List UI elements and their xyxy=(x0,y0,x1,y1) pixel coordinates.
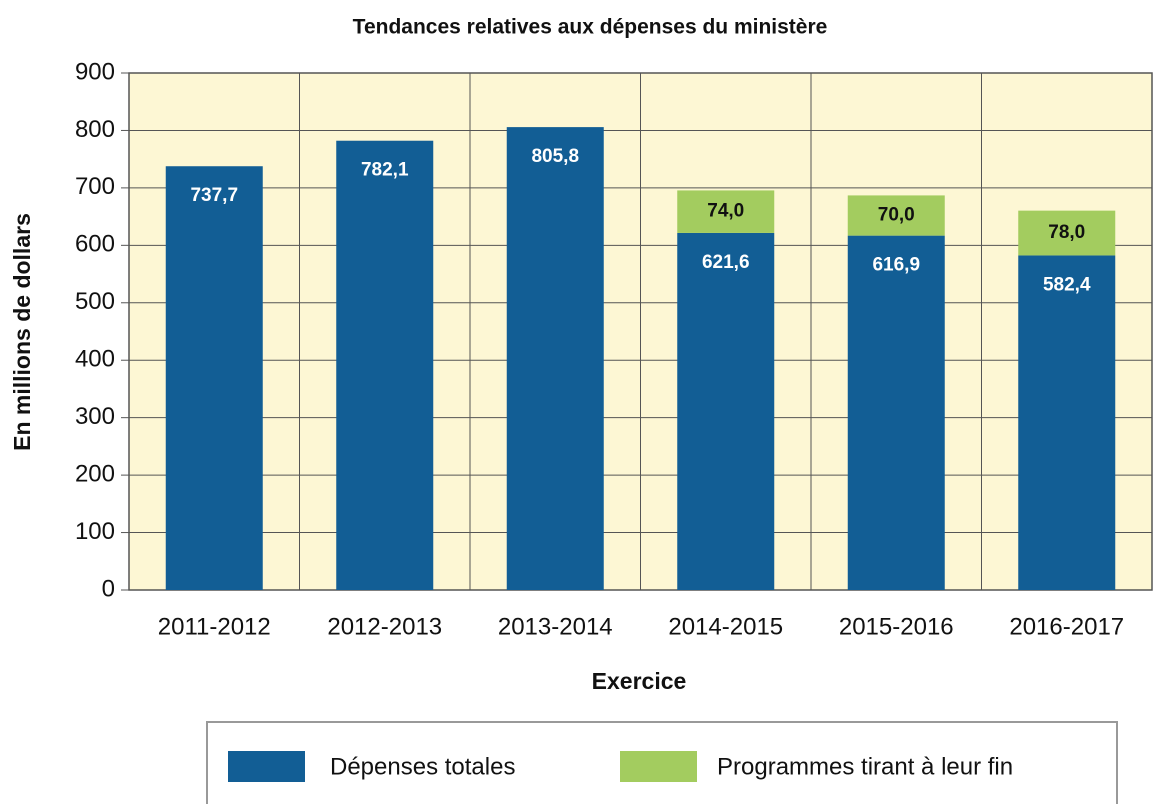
x-tick-label: 2015-2016 xyxy=(839,613,954,640)
y-tick-label: 600 xyxy=(75,231,115,258)
legend-label: Dépenses totales xyxy=(330,753,515,780)
chart-title: Tendances relatives aux dépenses du mini… xyxy=(353,16,828,39)
bar-segment xyxy=(336,140,434,591)
value-label: 621,6 xyxy=(702,252,750,273)
y-tick-label: 200 xyxy=(75,460,115,487)
bar-segment xyxy=(847,235,945,590)
bar-segment xyxy=(165,166,263,590)
x-tick-label: 2011-2012 xyxy=(158,613,271,640)
value-label: 78,0 xyxy=(1048,222,1085,243)
bar-segment xyxy=(847,195,945,236)
bar-segment xyxy=(677,190,775,233)
value-label: 782,1 xyxy=(361,160,409,181)
plot-frame xyxy=(128,72,1153,591)
x-tick-label: 2012-2013 xyxy=(327,613,442,640)
y-tick-label: 900 xyxy=(75,58,115,85)
y-tick-label: 400 xyxy=(75,346,115,373)
bar-segment xyxy=(1018,210,1116,256)
bar-segment xyxy=(506,127,604,590)
y-tick-label: 500 xyxy=(75,288,115,315)
y-tick-label: 100 xyxy=(75,518,115,545)
y-axis-title: En millions de dollars xyxy=(9,213,35,451)
bar-segment xyxy=(677,232,775,590)
value-label: 805,8 xyxy=(531,146,579,167)
legend-swatch xyxy=(228,751,305,782)
y-tick-label: 700 xyxy=(75,173,115,200)
value-label: 737,7 xyxy=(190,185,238,206)
legend-swatch xyxy=(620,751,697,782)
x-tick-label: 2013-2014 xyxy=(498,613,613,640)
y-tick-label: 800 xyxy=(75,116,115,143)
value-label: 70,0 xyxy=(878,205,915,226)
x-axis-title: Exercice xyxy=(592,668,687,694)
x-tick-label: 2016-2017 xyxy=(1009,613,1124,640)
value-label: 74,0 xyxy=(707,201,744,222)
value-label: 582,4 xyxy=(1043,274,1091,295)
legend-label: Programmes tirant à leur fin xyxy=(717,753,1013,780)
x-tick-label: 2014-2015 xyxy=(668,613,783,640)
bar-segment xyxy=(1018,255,1116,591)
y-tick-label: 0 xyxy=(102,575,115,602)
y-tick-label: 300 xyxy=(75,403,115,430)
value-label: 616,9 xyxy=(872,255,920,276)
